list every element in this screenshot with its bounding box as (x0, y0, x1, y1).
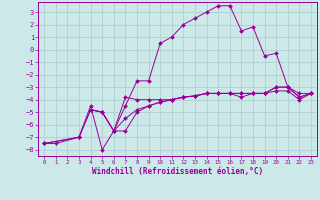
X-axis label: Windchill (Refroidissement éolien,°C): Windchill (Refroidissement éolien,°C) (92, 167, 263, 176)
